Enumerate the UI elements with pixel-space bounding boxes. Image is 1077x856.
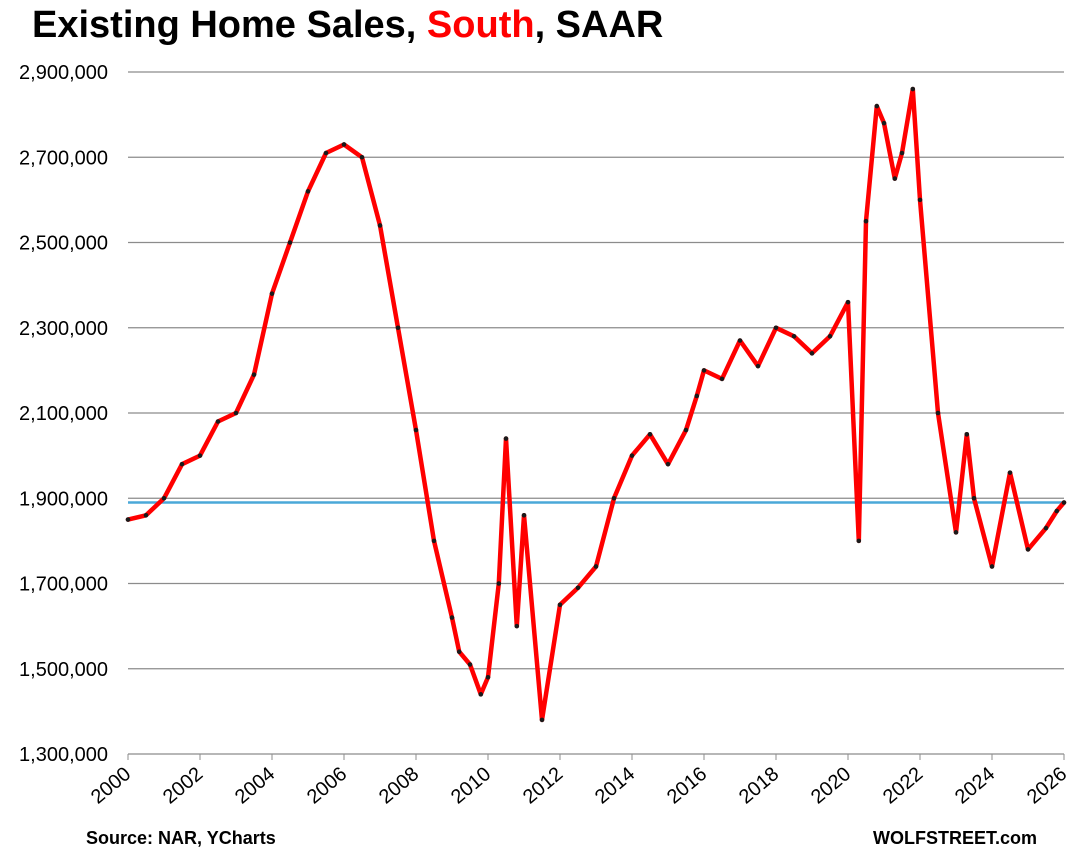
y-tick-label: 2,500,000 <box>19 233 108 255</box>
x-tick-label: 2010 <box>447 763 495 808</box>
x-tick-label: 2020 <box>807 763 855 808</box>
data-point <box>719 376 725 382</box>
x-tick-label: 2012 <box>519 763 567 808</box>
data-point <box>737 338 743 343</box>
data-point <box>809 351 815 356</box>
data-point <box>539 717 545 723</box>
y-tick-label: 2,100,000 <box>19 403 108 425</box>
x-tick-label: 2002 <box>159 763 207 808</box>
y-tick-label: 2,900,000 <box>19 62 108 84</box>
data-point <box>989 564 995 569</box>
data-point <box>892 176 898 181</box>
data-point <box>694 393 700 399</box>
data-point <box>1043 525 1049 531</box>
data-point <box>287 240 293 245</box>
title-suffix: , SAAR <box>534 4 664 46</box>
data-point <box>971 495 977 501</box>
data-point <box>503 436 509 441</box>
x-axis-ticks: 2000 2002 2004 2006 2008 2010 2012 2014 2016 2018… <box>87 754 1071 808</box>
data-point <box>125 517 131 522</box>
y-tick-label: 2,300,000 <box>19 318 108 340</box>
data-point <box>323 150 329 156</box>
data-point <box>557 602 563 608</box>
data-point <box>143 513 149 518</box>
data-point <box>233 410 239 416</box>
data-point <box>456 649 462 654</box>
data-point <box>701 368 707 373</box>
data-point <box>881 120 887 126</box>
data-point <box>935 410 941 416</box>
data-point <box>395 325 401 331</box>
chart-title: Existing Home Sales, South, SAAR <box>32 4 663 47</box>
x-tick-label: 2006 <box>303 763 351 808</box>
x-tick-label: 2026 <box>1023 763 1071 808</box>
x-tick-label: 2024 <box>951 763 999 808</box>
y-tick-label: 1,300,000 <box>19 744 108 766</box>
data-point <box>514 623 520 629</box>
data-point <box>359 154 365 160</box>
data-point <box>593 564 599 569</box>
data-point <box>863 218 869 224</box>
data-point <box>161 495 167 501</box>
brand-label: WOLFSTREET.com <box>872 828 1037 848</box>
y-axis-ticks: 1,300,000 1,500,000 1,700,000 1,900,000 2,10… <box>19 62 108 766</box>
data-point <box>1054 508 1060 514</box>
data-point <box>341 142 347 147</box>
y-tick-label: 1,900,000 <box>19 488 108 510</box>
data-point <box>467 662 473 667</box>
x-tick-label: 2018 <box>735 763 783 808</box>
data-point <box>964 432 970 437</box>
grid-lines <box>128 71 1064 755</box>
data-point <box>683 427 689 433</box>
data-point <box>755 363 761 369</box>
data-point <box>647 432 653 437</box>
data-point <box>575 585 581 591</box>
data-point <box>1007 470 1013 475</box>
y-tick-label: 2,700,000 <box>19 147 108 169</box>
data-point <box>629 453 635 458</box>
data-point <box>845 299 851 305</box>
data-point <box>197 453 203 458</box>
data-point <box>910 86 916 92</box>
data-point <box>305 189 311 194</box>
data-point <box>251 372 257 377</box>
data-point <box>899 150 905 156</box>
data-point <box>1025 547 1031 552</box>
data-point <box>431 538 437 544</box>
title-prefix: Existing Home Sales, <box>32 4 427 46</box>
data-point <box>856 538 862 544</box>
data-point <box>449 615 455 620</box>
data-point <box>791 333 797 339</box>
data-point <box>215 419 221 424</box>
x-tick-label: 2022 <box>879 763 927 808</box>
series-group <box>125 86 1067 723</box>
data-point <box>773 325 779 331</box>
data-point <box>521 513 527 518</box>
data-point <box>269 291 275 296</box>
data-point <box>665 461 671 467</box>
data-point <box>874 103 880 109</box>
data-point <box>478 692 484 697</box>
data-point <box>179 461 185 467</box>
x-tick-label: 2008 <box>375 763 423 808</box>
data-point <box>413 427 419 433</box>
source-note: Source: NAR, YCharts <box>86 828 276 848</box>
data-point <box>611 495 617 501</box>
data-point <box>377 223 383 228</box>
x-tick-label: 2004 <box>231 763 279 808</box>
data-point <box>917 197 923 203</box>
data-point <box>953 530 959 535</box>
title-highlight: South <box>426 4 535 46</box>
x-tick-label: 2016 <box>663 763 711 808</box>
data-point <box>485 674 491 680</box>
data-point <box>496 581 502 586</box>
y-tick-label: 1,500,000 <box>19 659 108 681</box>
x-tick-label: 2000 <box>87 763 135 808</box>
x-tick-label: 2014 <box>591 763 639 808</box>
y-tick-label: 1,700,000 <box>19 574 108 596</box>
series-line <box>125 86 1067 723</box>
data-point <box>827 333 833 339</box>
data-point <box>1061 500 1067 505</box>
